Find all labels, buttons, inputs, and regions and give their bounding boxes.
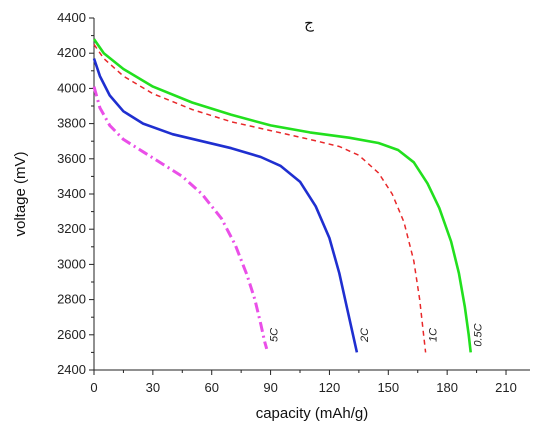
y-tick-label: 4000 <box>57 80 86 95</box>
y-tick-label: 3400 <box>57 186 86 201</box>
y-tick-label: 2600 <box>57 327 86 342</box>
y-tick-label: 2400 <box>57 362 86 377</box>
series-line-1C <box>93 43 427 353</box>
y-tick-label: 3600 <box>57 151 86 166</box>
series-label: 0.5C <box>473 323 485 346</box>
y-tick-label: 3800 <box>57 116 86 131</box>
x-tick-label: 180 <box>436 380 458 395</box>
series-label: 1C <box>428 328 440 342</box>
y-tick-label: 2800 <box>57 292 86 307</box>
x-tick-label: 30 <box>146 380 160 395</box>
y-axis-title: voltage (mV) <box>12 151 29 236</box>
series-lines <box>92 38 472 353</box>
chart-title: ج <box>304 14 314 33</box>
y-tick-label: 4200 <box>57 45 86 60</box>
x-axis-title: capacity (mAh/g) <box>256 405 369 422</box>
y-tick-label: 4400 <box>57 10 86 25</box>
y-ticks: 2400 2600 2800 3000 3200 3400 3600 3800 4000 4200… <box>57 10 94 377</box>
x-tick-label: 60 <box>204 380 218 395</box>
series-line-0_5C <box>92 38 472 353</box>
x-tick-label: 0 <box>90 380 97 395</box>
series-label: 5C <box>269 328 281 342</box>
y-tick-label: 3000 <box>57 256 86 271</box>
series-labels: 0.5C 1C 2C 5C <box>269 323 485 346</box>
x-tick-label: 210 <box>495 380 517 395</box>
series-line-2C <box>92 58 359 353</box>
x-tick-label: 120 <box>319 380 341 395</box>
plot-area: 0 30 60 90 120 150 180 210 2400 2600 2800 3000 3200… <box>57 10 530 395</box>
x-ticks: 0 30 60 90 120 150 180 210 <box>90 370 517 395</box>
x-tick-label: 90 <box>263 380 277 395</box>
x-tick-label: 150 <box>377 380 399 395</box>
y-tick-label: 3200 <box>57 221 86 236</box>
series-line-5C <box>92 86 269 350</box>
series-label: 2C <box>359 328 371 343</box>
